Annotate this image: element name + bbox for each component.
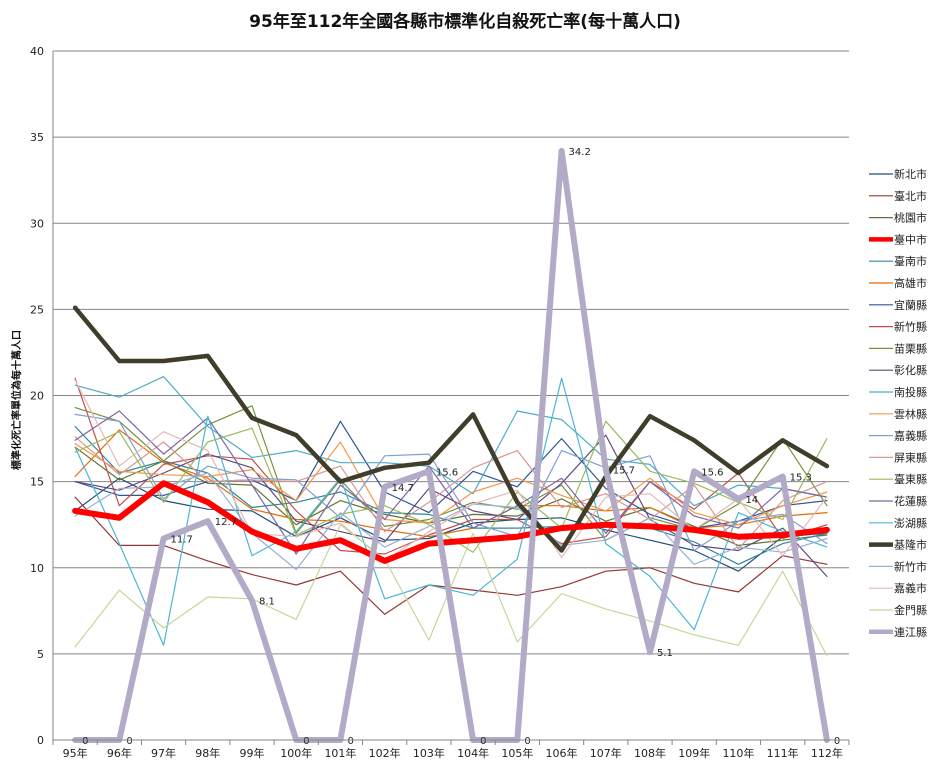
data-label: 0 xyxy=(126,736,132,747)
x-tick-label: 100年 xyxy=(280,746,312,760)
y-tick-label: 25 xyxy=(30,303,44,316)
legend-label: 屏東縣 xyxy=(894,451,927,464)
legend-label: 嘉義縣 xyxy=(894,429,927,443)
legend-label: 臺南市 xyxy=(894,254,927,268)
x-tick-label: 111年 xyxy=(767,746,799,760)
x-tick-label: 109年 xyxy=(678,746,710,760)
x-tick-label: 103年 xyxy=(413,746,445,760)
data-label: 0 xyxy=(303,736,309,747)
x-tick-label: 99年 xyxy=(240,746,265,760)
series-line-新北市 xyxy=(74,477,828,572)
series-line-苗栗縣 xyxy=(74,405,828,541)
series-line-南投縣 xyxy=(74,376,828,507)
data-label: 0 xyxy=(347,736,353,747)
x-tick-label: 108年 xyxy=(634,746,666,760)
y-tick-label: 15 xyxy=(30,476,44,489)
x-tick-label: 106年 xyxy=(546,746,578,760)
series-line-新竹市 xyxy=(74,472,828,571)
series-line-基隆市 xyxy=(72,305,830,553)
legend-label: 高雄市 xyxy=(894,276,927,290)
series-line-花蓮縣 xyxy=(74,410,828,555)
legend-label: 南投縣 xyxy=(894,385,927,399)
legend-label: 宜蘭縣 xyxy=(894,298,927,312)
x-tick-label: 96年 xyxy=(107,746,132,760)
x-tick-label: 101年 xyxy=(324,746,356,760)
x-tick-label: 102年 xyxy=(369,746,401,760)
legend-label: 臺東縣 xyxy=(894,472,927,486)
series-line-連江縣 xyxy=(72,147,830,743)
y-axis-label: 標準化死亡率單位為每十萬人口 xyxy=(10,330,23,470)
x-tick-label: 97年 xyxy=(151,746,176,760)
legend-label: 臺中市 xyxy=(894,232,927,246)
data-label: 8.1 xyxy=(259,596,275,607)
data-label: 11.7 xyxy=(171,534,193,545)
legend-label: 新竹市 xyxy=(894,559,927,573)
series-line-宜蘭縣 xyxy=(74,420,828,529)
data-label: 0 xyxy=(524,736,530,747)
y-tick-label: 40 xyxy=(30,45,44,58)
series-line-雲林縣 xyxy=(74,441,828,526)
series-line-金門縣 xyxy=(74,524,828,657)
y-tick-label: 35 xyxy=(30,131,44,144)
y-tick-label: 5 xyxy=(37,648,44,661)
data-label: 0 xyxy=(480,736,486,747)
y-tick-label: 0 xyxy=(37,734,44,747)
data-label: 15.7 xyxy=(613,466,635,477)
y-tick-label: 30 xyxy=(30,217,44,230)
legend-label: 新北市 xyxy=(894,167,927,181)
series-line-嘉義市 xyxy=(74,379,828,562)
data-label: 14 xyxy=(745,495,758,506)
legend-label: 苗栗縣 xyxy=(894,342,927,355)
legend-label: 新竹縣 xyxy=(894,320,927,334)
series-lines xyxy=(72,147,830,743)
data-label: 0 xyxy=(82,736,88,747)
legend-label: 金門縣 xyxy=(894,603,927,617)
x-tick-label: 110年 xyxy=(722,746,754,760)
legend-label: 雲林縣 xyxy=(894,407,927,421)
legend-label: 連江縣 xyxy=(894,625,927,639)
legend-label: 花蓮縣 xyxy=(894,494,927,508)
data-label: 15.6 xyxy=(701,467,723,478)
grid xyxy=(53,50,849,741)
y-tick-label: 20 xyxy=(30,390,44,403)
data-label: 15.6 xyxy=(436,467,458,478)
legend-label: 澎湖縣 xyxy=(894,517,927,530)
data-labels: 0 0 11.7 12.7 8.1 0 0 14.7 15.6 0 0 34.2 15.7 5.1 15.6… xyxy=(82,147,840,747)
data-label: 12.7 xyxy=(215,517,237,528)
data-label: 15.3 xyxy=(790,472,812,483)
chart-title: 95年至112年全國各縣市標準化自殺死亡率(每十萬人口) xyxy=(249,11,681,32)
y-tick-label: 10 xyxy=(30,562,44,575)
x-tick-label: 104年 xyxy=(457,746,489,760)
data-label: 0 xyxy=(834,736,840,747)
axes: 0 5 10 15 20 25 30 35 40 95年 96年 97年 98年 99年 100年 101年 1… xyxy=(30,45,850,760)
data-label: 34.2 xyxy=(569,147,591,158)
legend-label: 桃園市 xyxy=(894,211,927,225)
x-tick-label: 112年 xyxy=(811,746,843,760)
x-tick-label: 98年 xyxy=(195,746,220,760)
data-label: 14.7 xyxy=(392,483,414,494)
series-line-臺中市 xyxy=(72,480,830,564)
legend-label: 臺北市 xyxy=(894,189,927,203)
legend-label: 嘉義市 xyxy=(894,581,927,595)
x-tick-label: 107年 xyxy=(590,746,622,760)
legend-label: 基隆市 xyxy=(894,538,927,552)
x-tick-label: 105年 xyxy=(501,746,533,760)
series-line-嘉義縣 xyxy=(74,413,828,552)
data-label: 5.1 xyxy=(657,648,673,659)
x-tick-label: 95年 xyxy=(63,746,88,760)
legend-label: 彰化縣 xyxy=(894,363,927,377)
legend: 新北市臺北市桃園市臺中市臺南市高雄市宜蘭縣新竹縣苗栗縣彰化縣南投縣雲林縣嘉義縣屏… xyxy=(869,167,927,639)
